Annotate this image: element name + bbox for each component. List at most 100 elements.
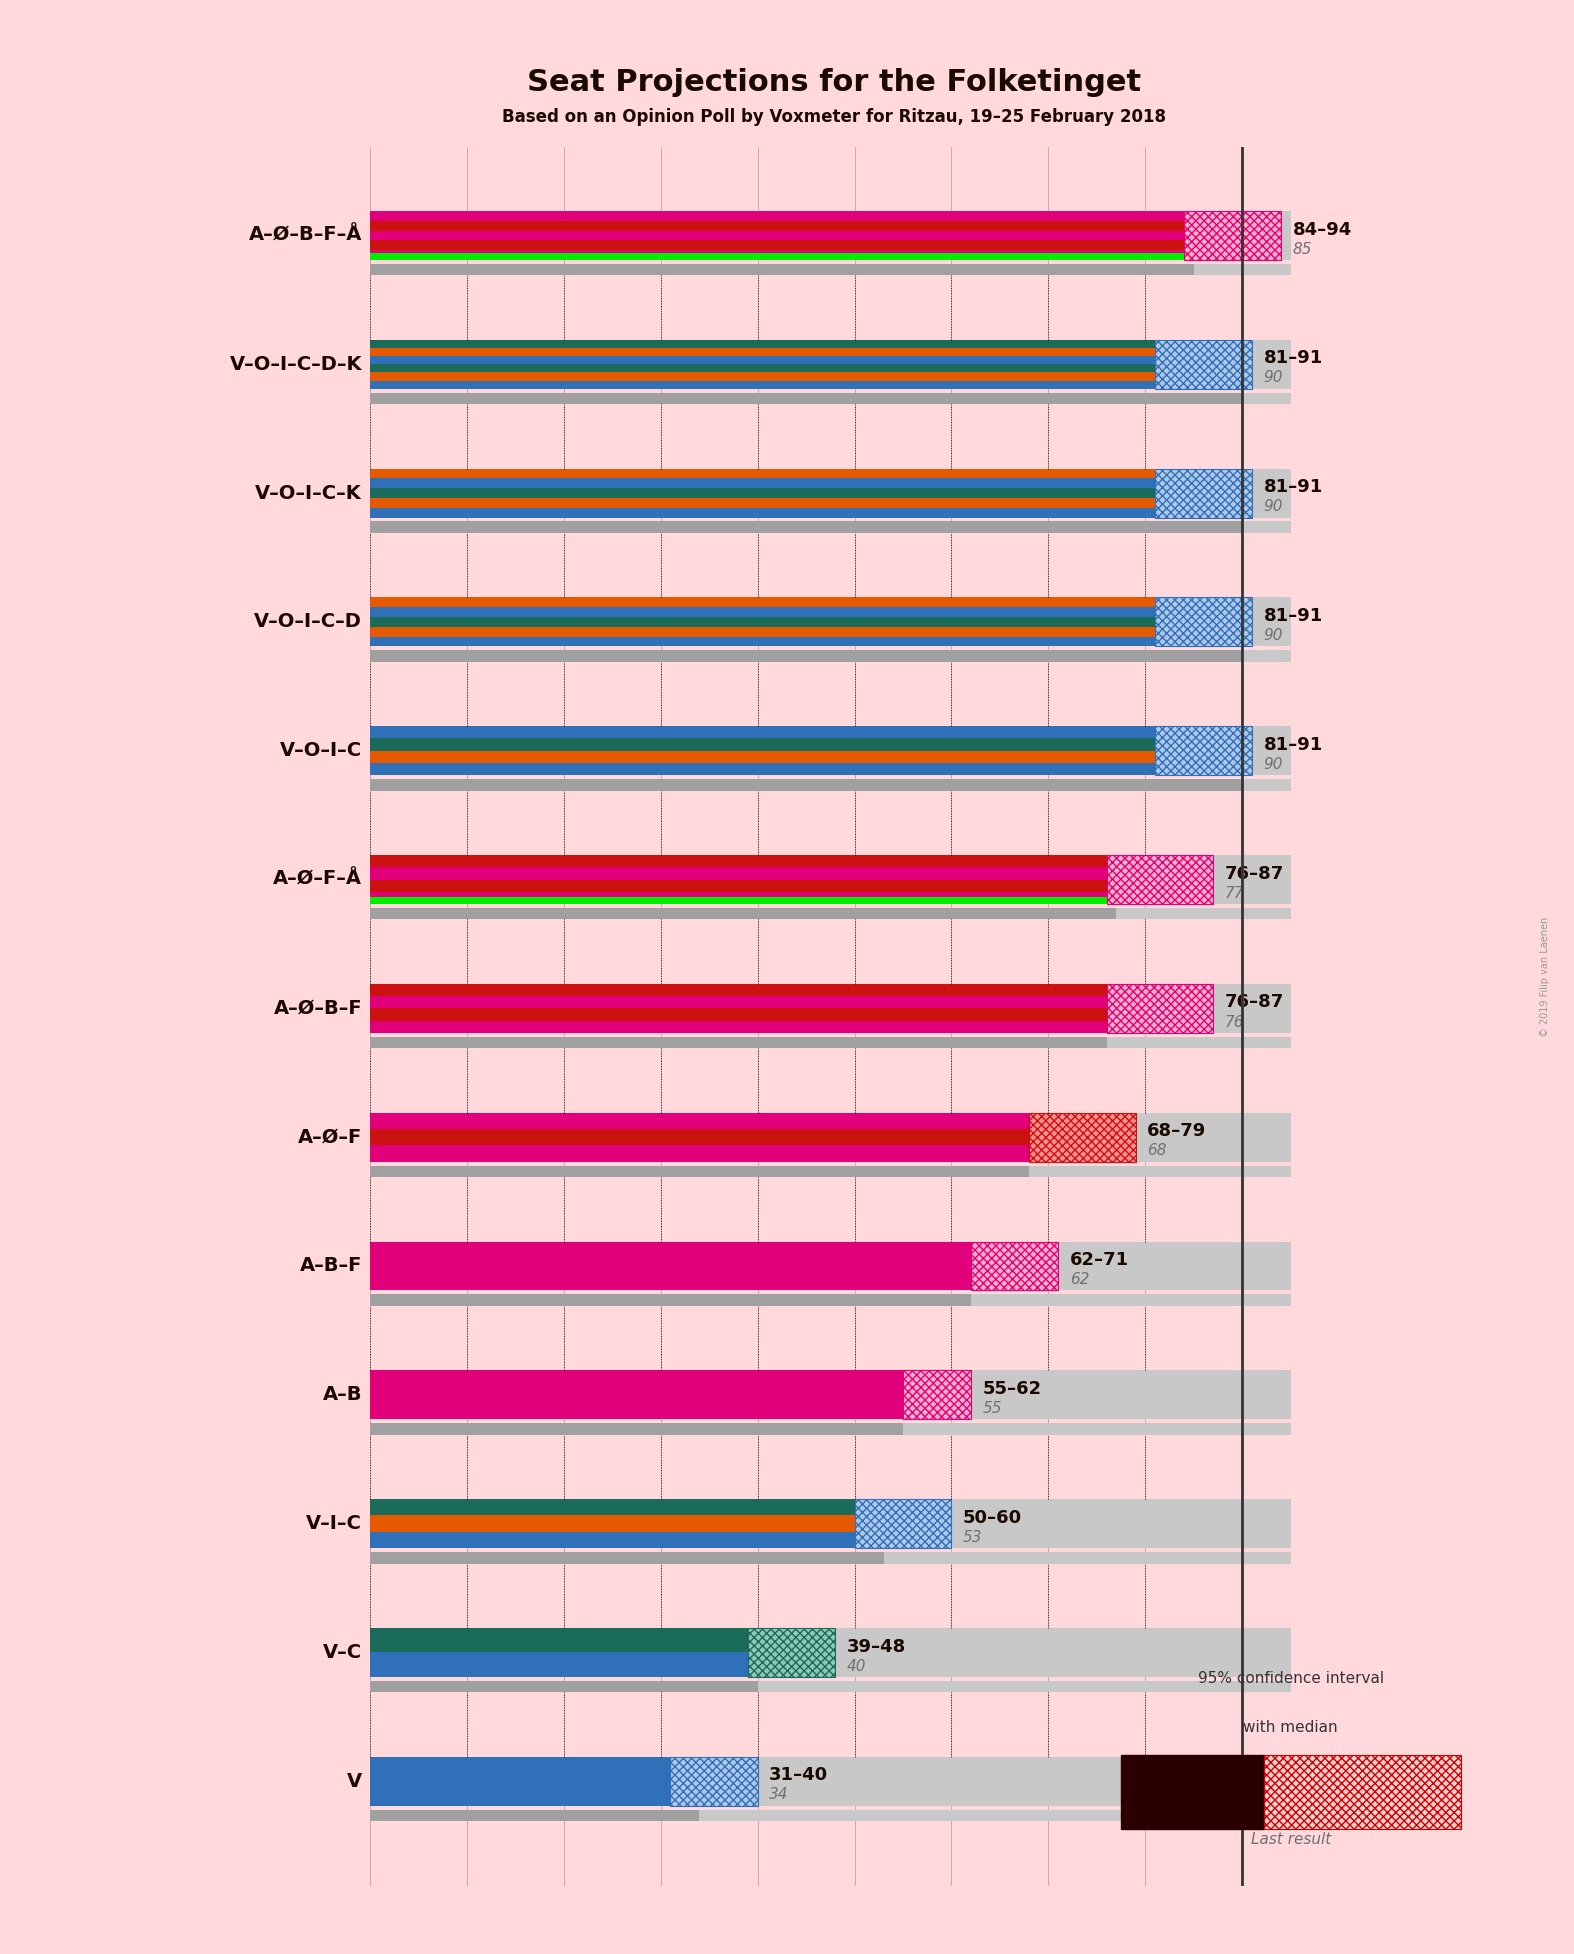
Bar: [370, 211, 1184, 221]
Bar: [370, 264, 1291, 276]
Bar: [370, 1551, 1291, 1563]
Bar: [370, 1395, 903, 1419]
Bar: [370, 522, 1291, 533]
Bar: [370, 909, 1116, 920]
Text: Last result: Last result: [1251, 1831, 1330, 1847]
Bar: [370, 608, 1155, 617]
Bar: [370, 1628, 1291, 1677]
Text: with median: with median: [1243, 1720, 1338, 1735]
Bar: [370, 469, 1291, 518]
Bar: [370, 1532, 855, 1548]
Text: 55–62: 55–62: [982, 1380, 1042, 1397]
Bar: [1155, 598, 1251, 647]
Bar: [370, 1038, 1291, 1047]
Text: A–Ø–B–F–Å: A–Ø–B–F–Å: [249, 227, 362, 244]
Bar: [370, 1241, 1291, 1290]
Bar: [370, 250, 1184, 260]
Bar: [370, 868, 1107, 879]
Bar: [370, 1757, 1291, 1805]
Bar: [370, 240, 1184, 250]
Bar: [370, 340, 1155, 348]
Bar: [1155, 727, 1251, 776]
Bar: [370, 598, 1291, 647]
Bar: [370, 1258, 971, 1274]
Bar: [370, 727, 1155, 739]
Bar: [370, 739, 1155, 750]
Text: 90: 90: [1264, 500, 1283, 514]
Text: V–O–I–C–D–K: V–O–I–C–D–K: [230, 356, 362, 373]
Bar: [370, 637, 1155, 647]
Text: V–O–I–C: V–O–I–C: [280, 741, 362, 760]
Bar: [370, 498, 1155, 508]
Text: 76–87: 76–87: [1225, 866, 1284, 883]
Text: Seat Projections for the Folketinget: Seat Projections for the Folketinget: [527, 68, 1141, 96]
Bar: [370, 211, 1291, 260]
Bar: [370, 264, 1193, 276]
Bar: [370, 479, 1155, 488]
Bar: [370, 1809, 1291, 1821]
Bar: [370, 1809, 699, 1821]
Text: 68: 68: [1147, 1143, 1166, 1159]
Text: 76–87: 76–87: [1225, 993, 1284, 1012]
Bar: [370, 1165, 1029, 1176]
Bar: [370, 1757, 671, 1805]
Bar: [370, 985, 1107, 997]
Bar: [370, 231, 1184, 240]
Text: A–B–F: A–B–F: [299, 1256, 362, 1276]
Bar: [370, 1516, 855, 1532]
Text: 81–91: 81–91: [1264, 608, 1322, 625]
Text: 95% confidence interval: 95% confidence interval: [1198, 1671, 1384, 1686]
Bar: [370, 1499, 1291, 1548]
Bar: [370, 1294, 971, 1305]
Bar: [370, 997, 1107, 1008]
Bar: [370, 488, 1155, 498]
Text: 90: 90: [1264, 627, 1283, 643]
Text: © 2019 Filip van Laenen: © 2019 Filip van Laenen: [1541, 916, 1550, 1038]
Bar: [370, 1680, 757, 1692]
Bar: [370, 1628, 748, 1653]
Bar: [370, 617, 1155, 627]
Text: 40: 40: [847, 1659, 866, 1675]
Bar: [370, 627, 1155, 637]
Bar: [370, 1551, 883, 1563]
Text: 76: 76: [1225, 1014, 1245, 1030]
Bar: [370, 1165, 1291, 1176]
Bar: [370, 373, 1155, 381]
Bar: [370, 780, 1291, 791]
Bar: [370, 891, 1107, 905]
Bar: [370, 393, 1291, 404]
Bar: [1029, 1112, 1135, 1161]
Bar: [370, 727, 1291, 776]
Bar: [370, 1423, 1291, 1434]
Bar: [370, 1112, 1291, 1161]
Bar: [1107, 856, 1214, 905]
Text: A–Ø–F: A–Ø–F: [297, 1127, 362, 1147]
Bar: [370, 1370, 903, 1395]
Bar: [370, 1653, 748, 1677]
Text: A–Ø–F–Å: A–Ø–F–Å: [274, 870, 362, 889]
Bar: [971, 1241, 1058, 1290]
Bar: [370, 340, 1291, 389]
Text: 85: 85: [1292, 242, 1313, 256]
Bar: [370, 1423, 903, 1434]
Text: V–O–I–C–K: V–O–I–C–K: [255, 483, 362, 502]
Text: 81–91: 81–91: [1264, 479, 1322, 496]
Bar: [370, 879, 1107, 891]
Bar: [370, 348, 1155, 356]
Text: 34: 34: [770, 1788, 789, 1802]
Text: 55: 55: [982, 1401, 1003, 1417]
Bar: [1155, 469, 1251, 518]
Bar: [370, 1370, 1291, 1419]
Bar: [370, 508, 1155, 518]
Bar: [370, 221, 1184, 231]
Bar: [370, 750, 1155, 762]
Bar: [370, 252, 1184, 260]
Bar: [370, 1145, 1029, 1161]
Text: A–Ø–B–F: A–Ø–B–F: [274, 998, 362, 1018]
Bar: [370, 856, 1291, 905]
Bar: [1184, 211, 1281, 260]
Text: 62–71: 62–71: [1070, 1251, 1129, 1268]
Bar: [370, 1008, 1107, 1020]
Text: A–B: A–B: [323, 1385, 362, 1405]
Bar: [370, 469, 1155, 479]
